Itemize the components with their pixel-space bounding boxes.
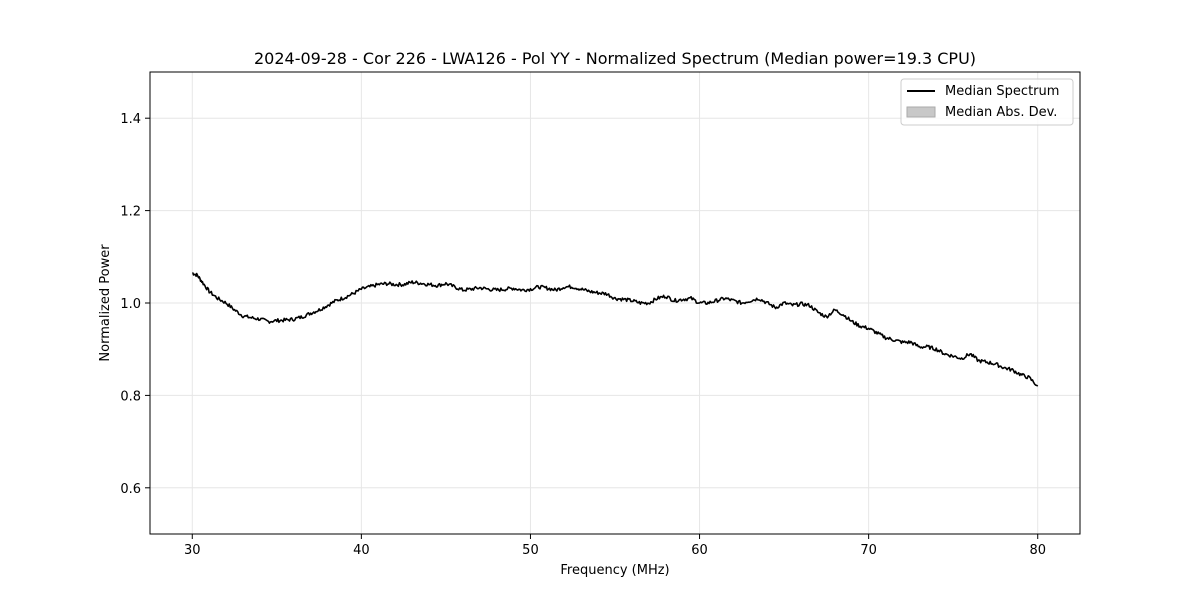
y-axis-label: Normalized Power <box>98 244 113 362</box>
y-tick-label: 0.6 <box>120 482 141 497</box>
legend-median-spectrum-label: Median Spectrum <box>945 84 1059 99</box>
y-tick-label: 0.8 <box>120 389 141 404</box>
x-tick-label: 50 <box>522 543 539 558</box>
y-tick-label: 1.2 <box>120 205 141 220</box>
tick-layer: 30 40 50 60 70 80 0.6 0.8 1.0 1.2 1.4 <box>120 112 1046 558</box>
series-line-median-spectrum <box>192 272 1039 387</box>
grid-layer <box>150 72 1080 534</box>
x-axis-label: Frequency (MHz) <box>560 563 669 578</box>
x-tick-label: 70 <box>860 543 877 558</box>
y-tick-label: 1.4 <box>120 112 141 127</box>
x-tick-label: 80 <box>1029 543 1046 558</box>
x-tick-label: 40 <box>353 543 370 558</box>
x-tick-label: 60 <box>691 543 708 558</box>
legend-box <box>900 78 1074 126</box>
chart-title: 2024-09-28 - Cor 226 - LWA126 - Pol YY -… <box>254 49 976 68</box>
x-tick-label: 30 <box>184 543 201 558</box>
series-layer <box>192 272 1039 387</box>
legend-median-abs-dev-swatch <box>906 106 936 118</box>
legend-median-abs-dev-label: Median Abs. Dev. <box>945 105 1057 120</box>
y-tick-label: 1.0 <box>120 297 141 312</box>
legend: Median Spectrum Median Abs. Dev. <box>900 78 1074 126</box>
